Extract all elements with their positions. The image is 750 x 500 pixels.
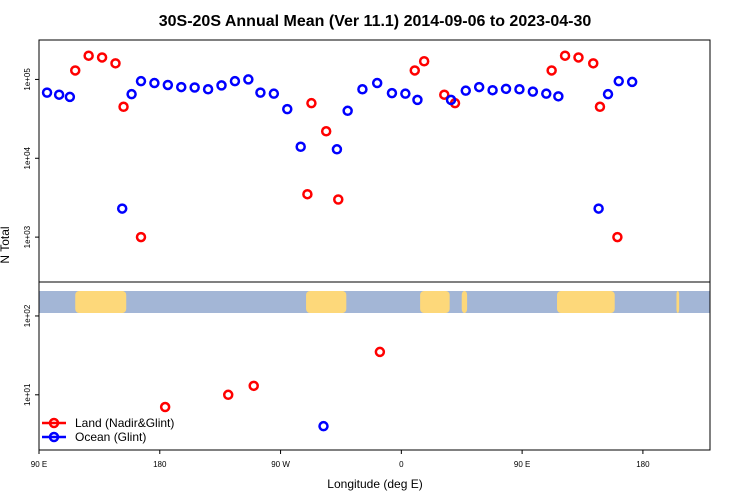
ocean-point	[593, 203, 604, 214]
land-band-3	[461, 291, 468, 313]
ocean-point	[412, 94, 423, 106]
ocean-point	[116, 203, 128, 214]
y-tick-label: 1e+02	[23, 304, 32, 327]
land-point	[135, 231, 147, 243]
ocean-point	[189, 82, 200, 93]
land-band-1	[306, 291, 347, 313]
ocean-point	[318, 420, 329, 432]
land-point	[374, 346, 386, 358]
ocean-point	[135, 75, 147, 87]
ocean-point	[445, 94, 457, 106]
land-point	[69, 65, 81, 76]
legend-ocean-label: Ocean (Glint)	[75, 430, 146, 444]
y-axis: 1e+01 1e+02 1e+03 1e+04 1e+05	[23, 68, 39, 406]
ocean-point	[613, 75, 624, 87]
land-band-2	[420, 291, 450, 313]
x-axis-label: Longitude (deg E)	[327, 477, 422, 491]
ocean-band	[39, 291, 710, 313]
land-point	[546, 65, 557, 76]
ocean-point	[487, 84, 498, 96]
land-point	[333, 194, 344, 205]
ocean-point	[371, 77, 383, 89]
land-point	[302, 188, 313, 200]
ocean-point	[216, 80, 227, 91]
land-band-0	[75, 291, 127, 313]
ocean-point	[268, 88, 280, 99]
land-band-5	[676, 291, 680, 313]
ocean-point	[514, 84, 525, 95]
ocean-point	[342, 105, 353, 117]
x-tick-label: 90 E	[31, 460, 47, 469]
ocean-point	[541, 88, 552, 99]
land-point	[159, 401, 171, 413]
land-point	[573, 52, 584, 63]
land-point	[594, 101, 606, 113]
land-point	[222, 389, 234, 401]
data-points	[41, 50, 638, 432]
ocean-point	[229, 75, 241, 87]
land-point	[248, 380, 259, 392]
land-point	[320, 126, 332, 137]
land-point	[110, 58, 121, 69]
y-tick-label: 1e+03	[23, 225, 32, 248]
legend-ocean-marker	[48, 431, 60, 443]
ocean-point	[255, 87, 266, 98]
land-ocean-band	[39, 291, 710, 313]
lower-panel-frame	[38, 281, 711, 451]
land-point	[83, 50, 94, 61]
x-tick-label: 90 E	[514, 460, 530, 469]
legend: Land (Nadir&Glint) Ocean (Glint)	[42, 416, 174, 444]
ocean-point	[473, 81, 485, 93]
ocean-point	[53, 89, 65, 100]
land-point	[439, 89, 450, 100]
ocean-point	[626, 76, 638, 88]
ocean-point	[400, 88, 411, 99]
y-axis-label: N Total	[0, 226, 12, 263]
land-band-4	[557, 291, 615, 313]
x-tick-label: 180	[636, 460, 650, 469]
ocean-point	[126, 88, 137, 100]
y-tick-label: 1e+01	[23, 383, 32, 406]
land-point	[96, 52, 108, 63]
land-point	[587, 58, 599, 69]
legend-land-label: Land (Nadir&Glint)	[75, 416, 174, 430]
ocean-point	[64, 91, 76, 103]
ocean-point	[202, 84, 214, 95]
ocean-point	[282, 103, 293, 115]
chart-title: 30S-20S Annual Mean (Ver 11.1) 2014-09-0…	[159, 13, 592, 30]
ocean-point	[295, 141, 306, 152]
ocean-point	[149, 77, 160, 89]
ocean-point	[41, 87, 53, 98]
legend-land-marker	[48, 417, 60, 429]
ocean-point	[357, 84, 368, 95]
x-tick-label: 90 W	[271, 460, 290, 469]
ocean-point	[500, 83, 512, 95]
ocean-point	[331, 144, 343, 155]
ocean-point	[602, 88, 614, 100]
land-point	[306, 97, 317, 109]
x-tick-label: 0	[399, 460, 404, 469]
x-axis: 90 E 180 90 W 0 90 E 180	[31, 450, 650, 469]
y-tick-label: 1e+05	[23, 68, 32, 91]
ocean-point	[162, 79, 174, 91]
y-tick-label: 1e+04	[23, 146, 32, 169]
land-point	[559, 50, 571, 61]
ocean-point	[527, 86, 539, 97]
land-point	[612, 231, 623, 243]
land-point	[418, 56, 430, 67]
ocean-point	[553, 91, 564, 102]
ocean-point	[243, 74, 254, 85]
ocean-point	[386, 87, 398, 99]
ocean-point	[460, 85, 472, 96]
x-tick-label: 180	[153, 460, 167, 469]
ocean-point	[176, 81, 187, 93]
land-point	[118, 101, 129, 113]
land-point	[409, 65, 421, 76]
